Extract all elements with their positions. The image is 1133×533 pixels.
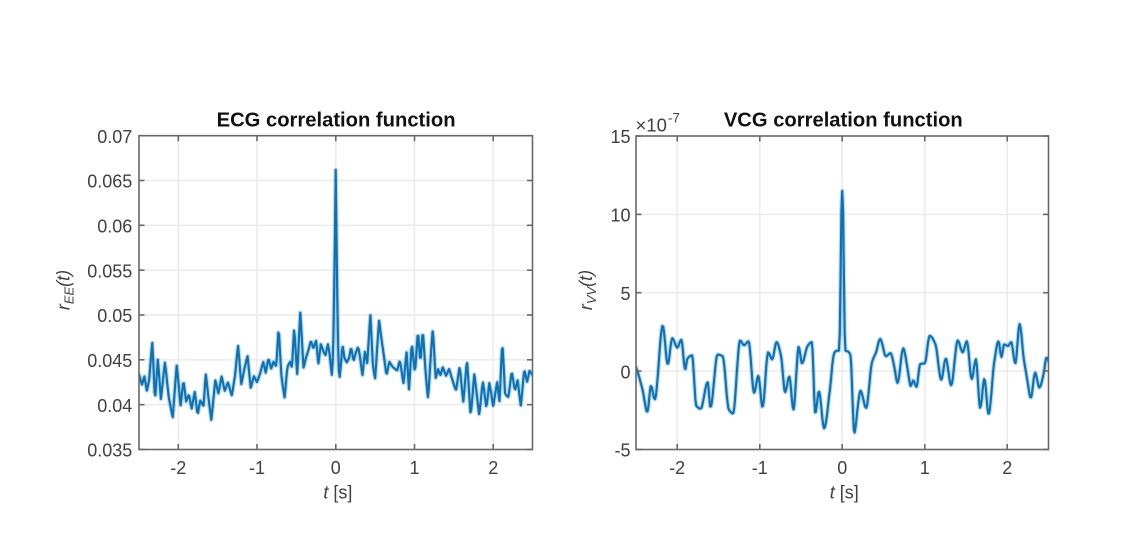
- svg-text:0.045: 0.045: [87, 351, 132, 371]
- svg-text:-1: -1: [752, 458, 768, 478]
- svg-text:0: 0: [837, 458, 847, 478]
- svg-text:5: 5: [620, 284, 630, 304]
- svg-text:0.065: 0.065: [87, 172, 132, 192]
- svg-text:-5: -5: [614, 441, 630, 461]
- svg-text:10: 10: [610, 206, 630, 226]
- svg-text:15: 15: [610, 127, 630, 147]
- svg-text:0.04: 0.04: [97, 396, 132, 416]
- svg-text:t [s]: t [s]: [830, 483, 859, 503]
- svg-text:1: 1: [920, 458, 930, 478]
- svg-text:0.06: 0.06: [97, 217, 132, 237]
- svg-text:-2: -2: [669, 458, 685, 478]
- svg-text:2: 2: [488, 458, 498, 478]
- svg-text:VCG correlation function: VCG correlation function: [724, 110, 963, 132]
- svg-text:-2: -2: [170, 458, 186, 478]
- svg-text:ECG correlation function: ECG correlation function: [217, 110, 456, 132]
- svg-text:1: 1: [409, 458, 419, 478]
- svg-text:0.035: 0.035: [87, 441, 132, 461]
- svg-text:t [s]: t [s]: [323, 483, 352, 503]
- svg-text:2: 2: [1002, 458, 1012, 478]
- svg-text:-1: -1: [249, 458, 265, 478]
- svg-text:0.05: 0.05: [97, 306, 132, 326]
- svg-text:0: 0: [620, 362, 630, 382]
- svg-text:0.055: 0.055: [87, 261, 132, 281]
- svg-text:0: 0: [331, 458, 341, 478]
- svg-text:0.07: 0.07: [97, 127, 132, 147]
